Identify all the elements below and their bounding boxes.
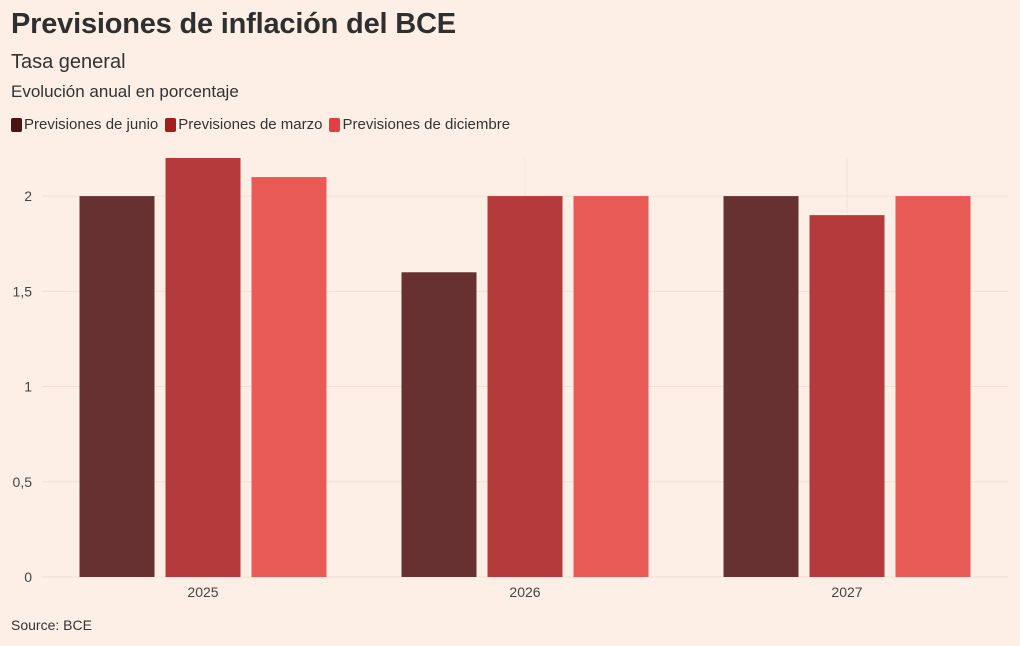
bar-2026-junio[interactable]: Previsiones de junio 2026: 1.6 (401, 272, 477, 577)
bar-2025-marzo[interactable]: Previsiones de marzo 2025: 2.2 (165, 158, 241, 577)
y-tick-label: 1 (24, 379, 32, 395)
legend-label-diciembre: Previsiones de diciembre (342, 116, 511, 133)
y-tick-label: 0 (24, 569, 32, 585)
y-tick-label: 2 (24, 188, 32, 204)
bar-2027-marzo[interactable]: Previsiones de marzo 2027: 1.9 (809, 215, 885, 577)
y-tick-label: 1,5 (13, 283, 33, 299)
chart-title: Previsiones de inflación del BCE (11, 8, 456, 40)
bar-2025-junio[interactable]: Previsiones de junio 2025: 2 (79, 196, 155, 577)
bar-2026-diciembre[interactable]: Previsiones de diciembre 2026: 2 (573, 196, 649, 577)
legend-label-marzo: Previsiones de marzo (178, 116, 323, 133)
chart-subtitle: Tasa general (11, 51, 126, 73)
x-tick-label: 2027 (831, 584, 862, 600)
legend-swatch-marzo (165, 117, 177, 132)
bar-2027-diciembre[interactable]: Previsiones de diciembre 2027: 2 (895, 196, 971, 577)
bar-2027-junio[interactable]: Previsiones de junio 2027: 2 (723, 196, 799, 577)
x-tick-label: 2025 (187, 584, 218, 600)
legend-swatch-diciembre (329, 117, 341, 132)
legend-item-junio[interactable]: Previsiones de junio (11, 116, 158, 133)
y-tick-label: 0,5 (13, 474, 33, 490)
chart-description: Evolución anual en porcentaje (11, 82, 239, 101)
source-note: Source: BCE (11, 617, 92, 633)
legend-item-marzo[interactable]: Previsiones de marzo (165, 116, 322, 133)
bar-2026-marzo[interactable]: Previsiones de marzo 2026: 2 (487, 196, 563, 577)
bar-chart: 00,511,52Previsiones de junio 2025: 2Pre… (13, 158, 1008, 600)
legend: Previsiones de junio Previsiones de marz… (11, 116, 517, 133)
legend-label-junio: Previsiones de junio (24, 116, 159, 133)
legend-swatch-junio (11, 117, 22, 132)
bar-2025-diciembre[interactable]: Previsiones de diciembre 2025: 2.1 (251, 177, 327, 577)
legend-item-diciembre[interactable]: Previsiones de diciembre (329, 116, 510, 133)
x-tick-label: 2026 (509, 584, 540, 600)
